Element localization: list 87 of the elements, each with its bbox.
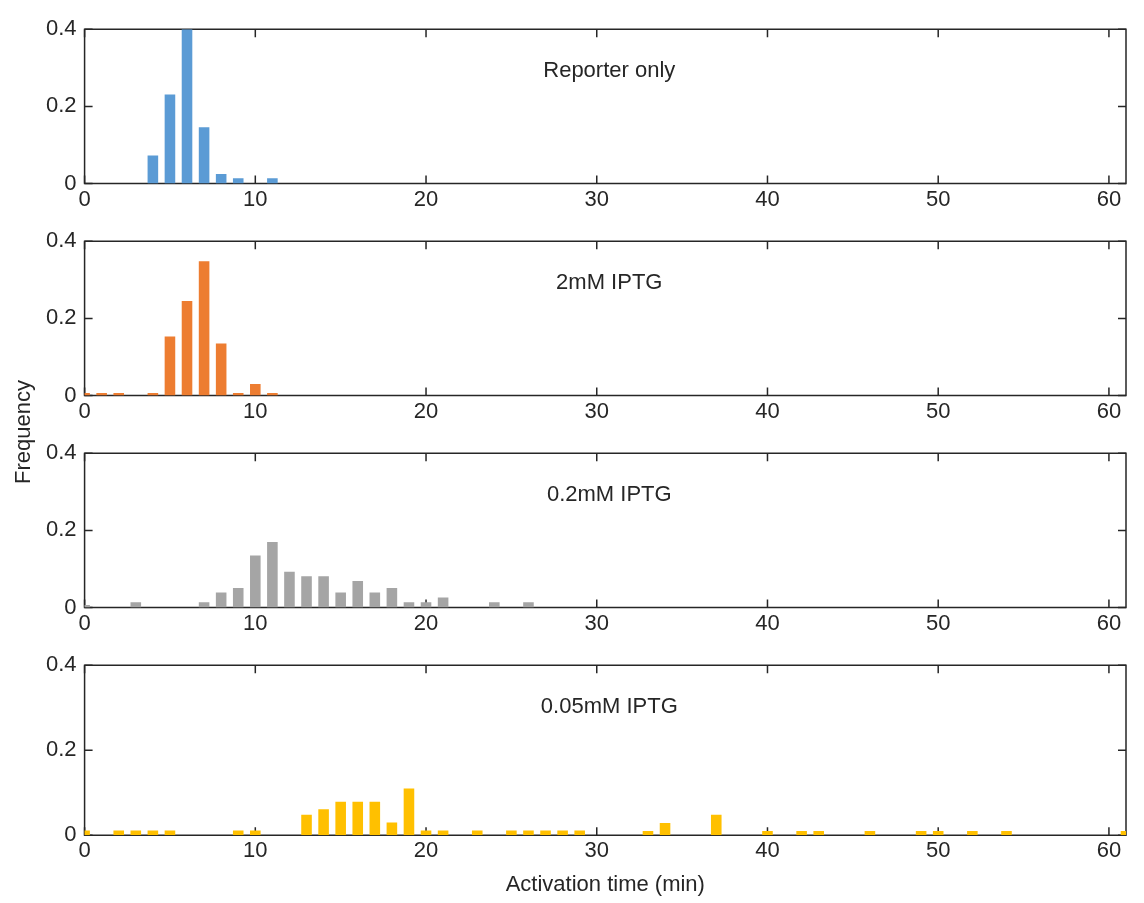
x-tick-label: 30	[584, 185, 609, 211]
y-tick-label: 0	[64, 593, 77, 619]
bar	[489, 602, 500, 608]
x-tick-label: 40	[755, 397, 780, 423]
x-tick-label: 10	[243, 837, 268, 863]
annotation: 0.2mM IPTG	[546, 481, 672, 507]
x-tick-label: 50	[925, 609, 951, 635]
bar	[574, 830, 585, 836]
bar	[1001, 830, 1012, 836]
x-tick-label: 30	[584, 397, 609, 423]
bar	[318, 576, 329, 608]
bar	[335, 801, 346, 836]
annotation: 2mM IPTG	[556, 269, 663, 295]
y-tick-label: 0.4	[45, 439, 77, 465]
x-axis-title: Activation time (min)	[505, 870, 705, 896]
bar	[232, 830, 244, 836]
bar	[762, 830, 773, 836]
bar	[318, 809, 329, 836]
x-tick-label: 20	[413, 397, 439, 423]
y-tick-label: 0.4	[45, 15, 77, 41]
bar	[386, 587, 398, 608]
bar	[967, 830, 978, 836]
bar	[164, 94, 176, 184]
bar	[710, 814, 722, 836]
bar	[659, 822, 671, 836]
bar	[301, 814, 312, 836]
x-tick-label: 50	[925, 837, 951, 863]
bar	[796, 830, 807, 836]
bar	[403, 788, 415, 836]
y-tick-label: 0.2	[45, 304, 77, 330]
bar	[181, 301, 193, 396]
bar	[506, 830, 517, 836]
bar	[181, 29, 193, 184]
x-tick-label: 30	[584, 609, 609, 635]
bar	[164, 336, 176, 396]
x-tick-label: 60	[1096, 837, 1122, 863]
y-tick-label: 0.2	[45, 516, 77, 542]
bar	[267, 178, 278, 184]
bar	[471, 830, 483, 836]
annotation: 0.05mM IPTG	[540, 693, 678, 719]
x-tick-label: 60	[1096, 397, 1122, 423]
bar	[215, 343, 227, 396]
annotation: Reporter only	[543, 57, 676, 83]
x-tick-label: 50	[925, 185, 951, 211]
y-tick-label: 0.2	[45, 92, 77, 118]
bar	[250, 555, 261, 608]
bar	[301, 576, 312, 608]
x-tick-label: 50	[925, 397, 951, 423]
x-tick-label: 20	[413, 185, 439, 211]
x-tick-label: 40	[755, 837, 780, 863]
y-tick-label: 0	[64, 821, 77, 847]
y-tick-label: 0.2	[45, 736, 77, 762]
x-tick-label: 20	[413, 609, 439, 635]
bar	[523, 830, 534, 836]
y-axis-title: Frequency	[10, 380, 36, 484]
bar	[540, 830, 551, 836]
x-tick-label: 40	[755, 609, 780, 635]
bar	[386, 822, 398, 836]
y-tick-label: 0	[64, 381, 77, 407]
bar	[284, 571, 295, 608]
bar	[147, 155, 159, 184]
x-tick-label: 40	[755, 185, 780, 211]
bar	[232, 178, 244, 184]
bar	[113, 830, 125, 836]
y-tick-label: 0.4	[45, 227, 77, 253]
bar	[250, 830, 261, 836]
bar	[250, 384, 261, 396]
y-tick-label: 0.4	[45, 651, 77, 677]
bar	[232, 587, 244, 608]
x-tick-label: 10	[243, 609, 268, 635]
bar	[557, 830, 568, 836]
x-tick-label: 60	[1096, 185, 1122, 211]
x-tick-label: 10	[243, 185, 268, 211]
x-tick-label: 60	[1096, 609, 1122, 635]
bar	[198, 261, 210, 396]
bar	[813, 830, 824, 836]
bar	[523, 602, 534, 608]
x-tick-label: 10	[243, 397, 268, 423]
bar	[198, 127, 210, 184]
bar	[369, 801, 381, 836]
bar	[267, 541, 278, 608]
bar	[352, 801, 364, 836]
bar	[352, 580, 364, 608]
y-tick-label: 0	[64, 169, 77, 195]
x-tick-label: 30	[584, 837, 609, 863]
x-tick-label: 20	[413, 837, 439, 863]
bar	[335, 592, 346, 608]
